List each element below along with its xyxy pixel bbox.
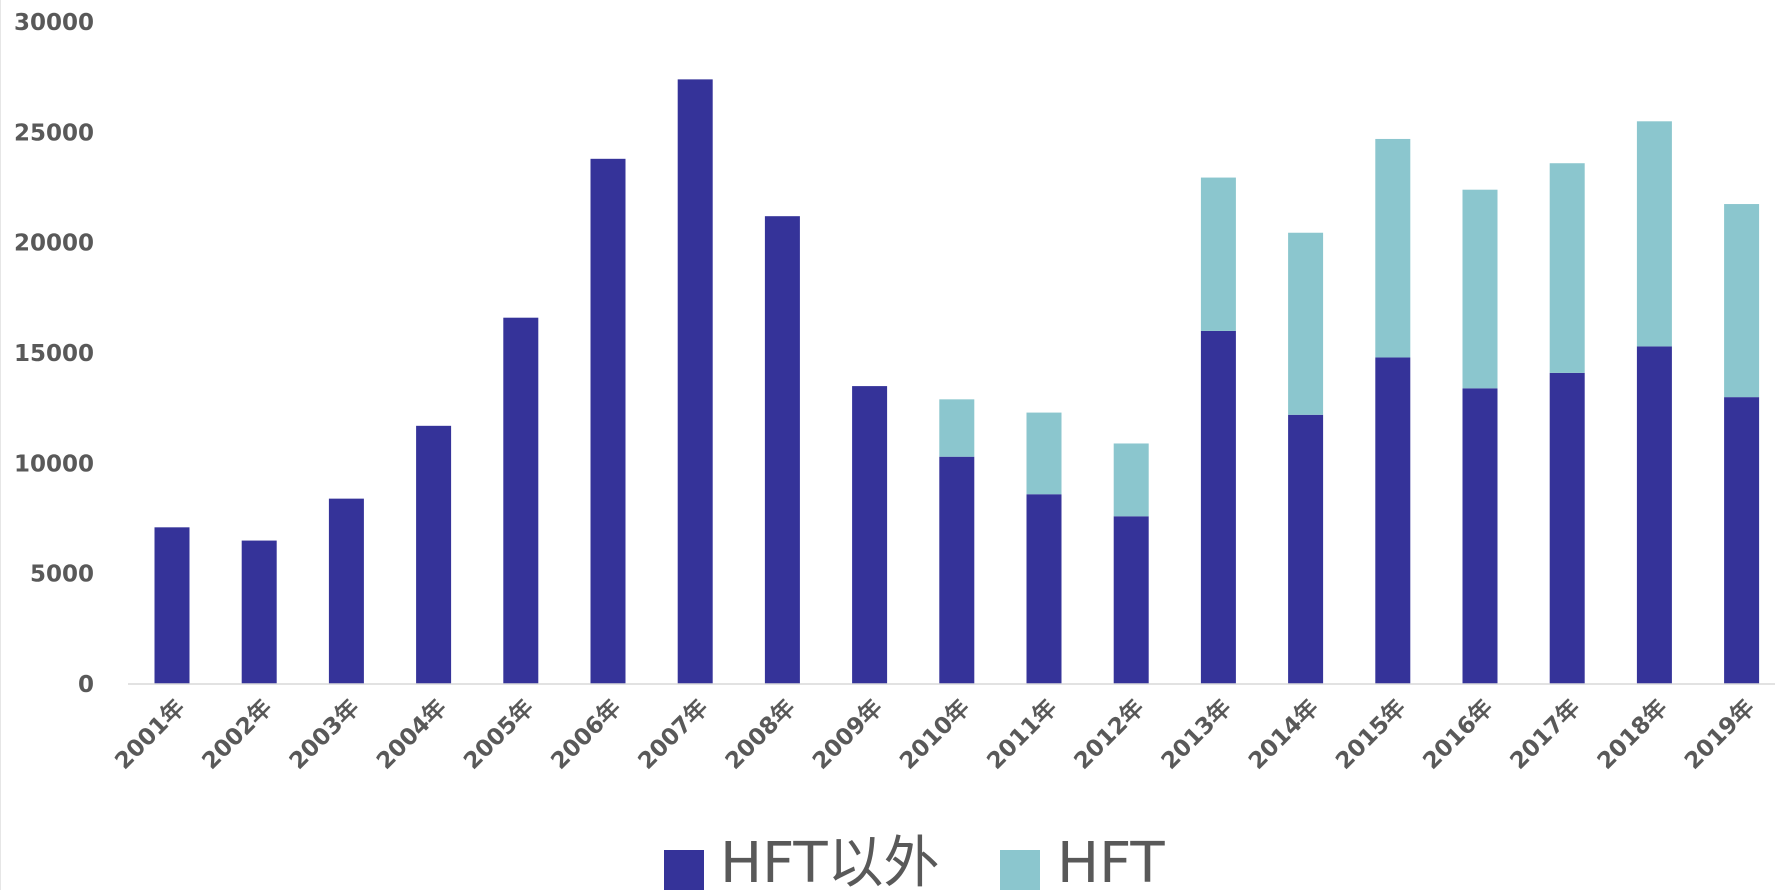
bar-non-hft-2014年 [1288, 414, 1324, 684]
y-tick-label: 20000 [14, 231, 94, 257]
x-tick-label: 2019年 [1679, 694, 1760, 775]
bar-hft-2017年 [1549, 163, 1585, 373]
bar-non-hft-2005年 [503, 317, 539, 684]
x-tick-label: 2011年 [982, 694, 1063, 775]
legend-item-non-hft: HFT以外 [664, 831, 940, 890]
x-tick-label: 2012年 [1069, 694, 1150, 775]
x-tick-label: 2001年 [110, 694, 191, 775]
y-tick-label: 30000 [14, 10, 94, 36]
bar-hft-2018年 [1636, 121, 1672, 347]
bars [154, 79, 1760, 685]
x-tick-label: 2008年 [720, 694, 801, 775]
x-tick-label: 2006年 [546, 694, 627, 775]
bar-non-hft-2006年 [590, 158, 626, 684]
legend: HFT以外 HFT [664, 831, 1165, 890]
x-tick-label: 2016年 [1418, 694, 1499, 775]
bar-non-hft-2010年 [939, 456, 975, 684]
x-tick-label: 2003年 [284, 694, 365, 775]
bar-non-hft-2009年 [852, 386, 888, 684]
x-tick-label: 2013年 [1156, 694, 1237, 775]
bar-hft-2019年 [1724, 204, 1760, 398]
legend-swatch [664, 850, 704, 890]
x-tick-label: 2002年 [197, 694, 278, 775]
legend-swatch [1000, 850, 1040, 890]
legend-label: HFT [1057, 831, 1165, 890]
bar-hft-2011年 [1026, 412, 1062, 495]
bar-non-hft-2013年 [1200, 330, 1236, 684]
x-tick-label: 2018年 [1592, 694, 1673, 775]
x-tick-label: 2004年 [371, 694, 452, 775]
x-tick-label: 2007年 [633, 694, 714, 775]
bar-non-hft-2004年 [416, 425, 452, 684]
x-tick-label: 2017年 [1505, 694, 1586, 775]
legend-label: HFT以外 [720, 831, 940, 890]
y-tick-label: 5000 [30, 562, 94, 588]
y-tick-label: 0 [78, 672, 94, 698]
bar-non-hft-2018年 [1636, 346, 1672, 684]
bar-non-hft-2007年 [677, 79, 713, 684]
bar-hft-2014年 [1288, 232, 1324, 415]
bar-hft-2013年 [1200, 177, 1236, 331]
bar-hft-2012年 [1113, 443, 1149, 517]
bar-non-hft-2011年 [1026, 494, 1062, 684]
bar-non-hft-2015年 [1375, 357, 1411, 684]
y-tick-label: 15000 [14, 341, 94, 367]
x-tick-label: 2009年 [807, 694, 888, 775]
bar-non-hft-2016年 [1462, 388, 1498, 684]
x-tick-label: 2015年 [1330, 694, 1411, 775]
y-axis: 0 5000 10000 15000 20000 25000 30000 [14, 10, 94, 698]
bar-hft-2016年 [1462, 189, 1498, 389]
y-tick-label: 10000 [14, 451, 94, 477]
bar-non-hft-2012年 [1113, 516, 1149, 684]
y-tick-label: 25000 [14, 120, 94, 146]
bar-non-hft-2001年 [154, 527, 190, 684]
x-axis: 2001年 2002年 2003年 2004年 2005年 2006年 2007年 2008年… [110, 694, 1760, 775]
bar-non-hft-2003年 [328, 498, 364, 684]
bar-non-hft-2019年 [1724, 397, 1760, 684]
bar-non-hft-2008年 [764, 216, 800, 685]
x-tick-label: 2010年 [894, 694, 975, 775]
x-tick-label: 2005年 [458, 694, 539, 775]
bar-non-hft-2002年 [241, 540, 277, 684]
bar-hft-2015年 [1375, 138, 1411, 358]
x-tick-label: 2014年 [1243, 694, 1324, 775]
legend-item-hft: HFT [1000, 831, 1165, 890]
bar-non-hft-2017年 [1549, 372, 1585, 684]
bar-hft-2010年 [939, 399, 975, 457]
